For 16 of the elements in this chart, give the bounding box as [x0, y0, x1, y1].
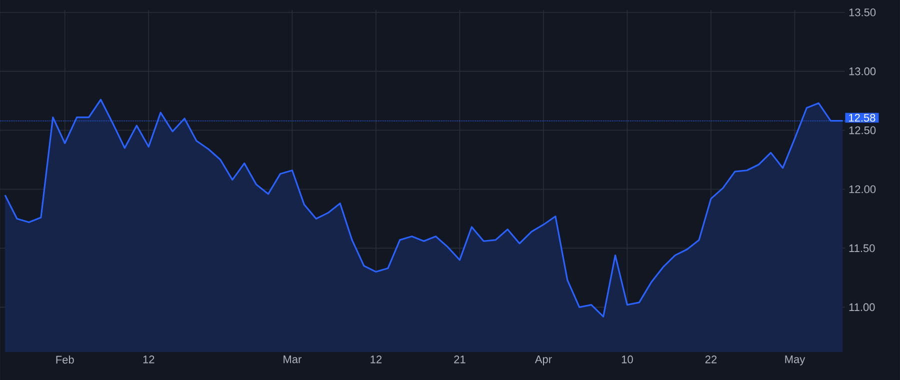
y-tick-label: 12.50: [849, 126, 876, 134]
x-tick-label: May: [785, 356, 806, 366]
x-tick-label: 12: [143, 356, 154, 364]
x-tick-label: 22: [705, 356, 717, 364]
x-tick-label: 10: [622, 356, 633, 364]
x-tick-label: Mar: [284, 356, 302, 364]
y-tick-label: 13.50: [849, 8, 876, 16]
x-tick-label: 12: [370, 356, 382, 364]
y-tick-label: 12.00: [849, 185, 876, 194]
ref-line-label: 12.58: [849, 114, 876, 122]
y-tick-label: 11.50: [849, 244, 875, 252]
y-tick-label: 11.00: [849, 303, 875, 312]
x-tick-label: Feb: [56, 356, 74, 364]
x-tick-label: 21: [454, 356, 466, 364]
x-tick-label: Apr: [534, 356, 552, 366]
y-tick-label: 13.00: [849, 67, 876, 76]
